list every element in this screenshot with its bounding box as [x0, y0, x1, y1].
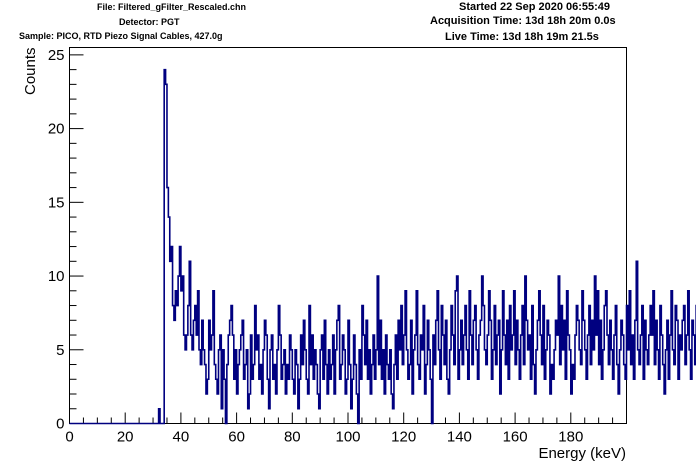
x-tick-label: 120 [391, 429, 416, 446]
y-tick-label: 5 [56, 342, 64, 359]
y-tick-label: 10 [48, 268, 65, 285]
x-axis-title: Energy (keV) [538, 445, 626, 462]
x-tick-label: 0 [65, 429, 73, 446]
file-name: File: Filtered_gFilter_Rescaled.chn [97, 2, 247, 12]
counts-histogram-series [114, 68, 696, 425]
x-tick-label: 140 [447, 429, 472, 446]
x-tick-label: 100 [335, 429, 360, 446]
detector-name: Detector: PGT [119, 17, 180, 27]
x-tick-label: 160 [503, 429, 528, 446]
acquisition-time: Acquisition Time: 13d 18h 20m 0.0s [430, 15, 616, 27]
sample-name: Sample: PICO, RTD Piezo Signal Cables, 4… [19, 31, 223, 41]
y-tick-label: 15 [48, 194, 65, 211]
y-axis-ticks: 0 5 10 15 20 25 [48, 47, 84, 433]
x-tick-label: 20 [117, 429, 134, 446]
y-tick-label: 0 [56, 416, 64, 433]
start-time: Started 22 Sep 2020 06:55:49 [459, 1, 611, 13]
x-tick-label: 40 [173, 429, 190, 446]
x-tick-label: 180 [558, 429, 583, 446]
y-axis-title: Counts [22, 47, 39, 95]
x-axis-ticks: 0 20 40 60 80 100 120 140 160 180 [65, 412, 627, 446]
y-tick-label: 25 [48, 47, 65, 64]
x-tick-label: 60 [228, 429, 245, 446]
x-tick-label: 80 [284, 429, 301, 446]
live-time: Live Time: 13d 18h 19m 21.5s [445, 31, 599, 43]
y-tick-label: 20 [48, 121, 65, 138]
